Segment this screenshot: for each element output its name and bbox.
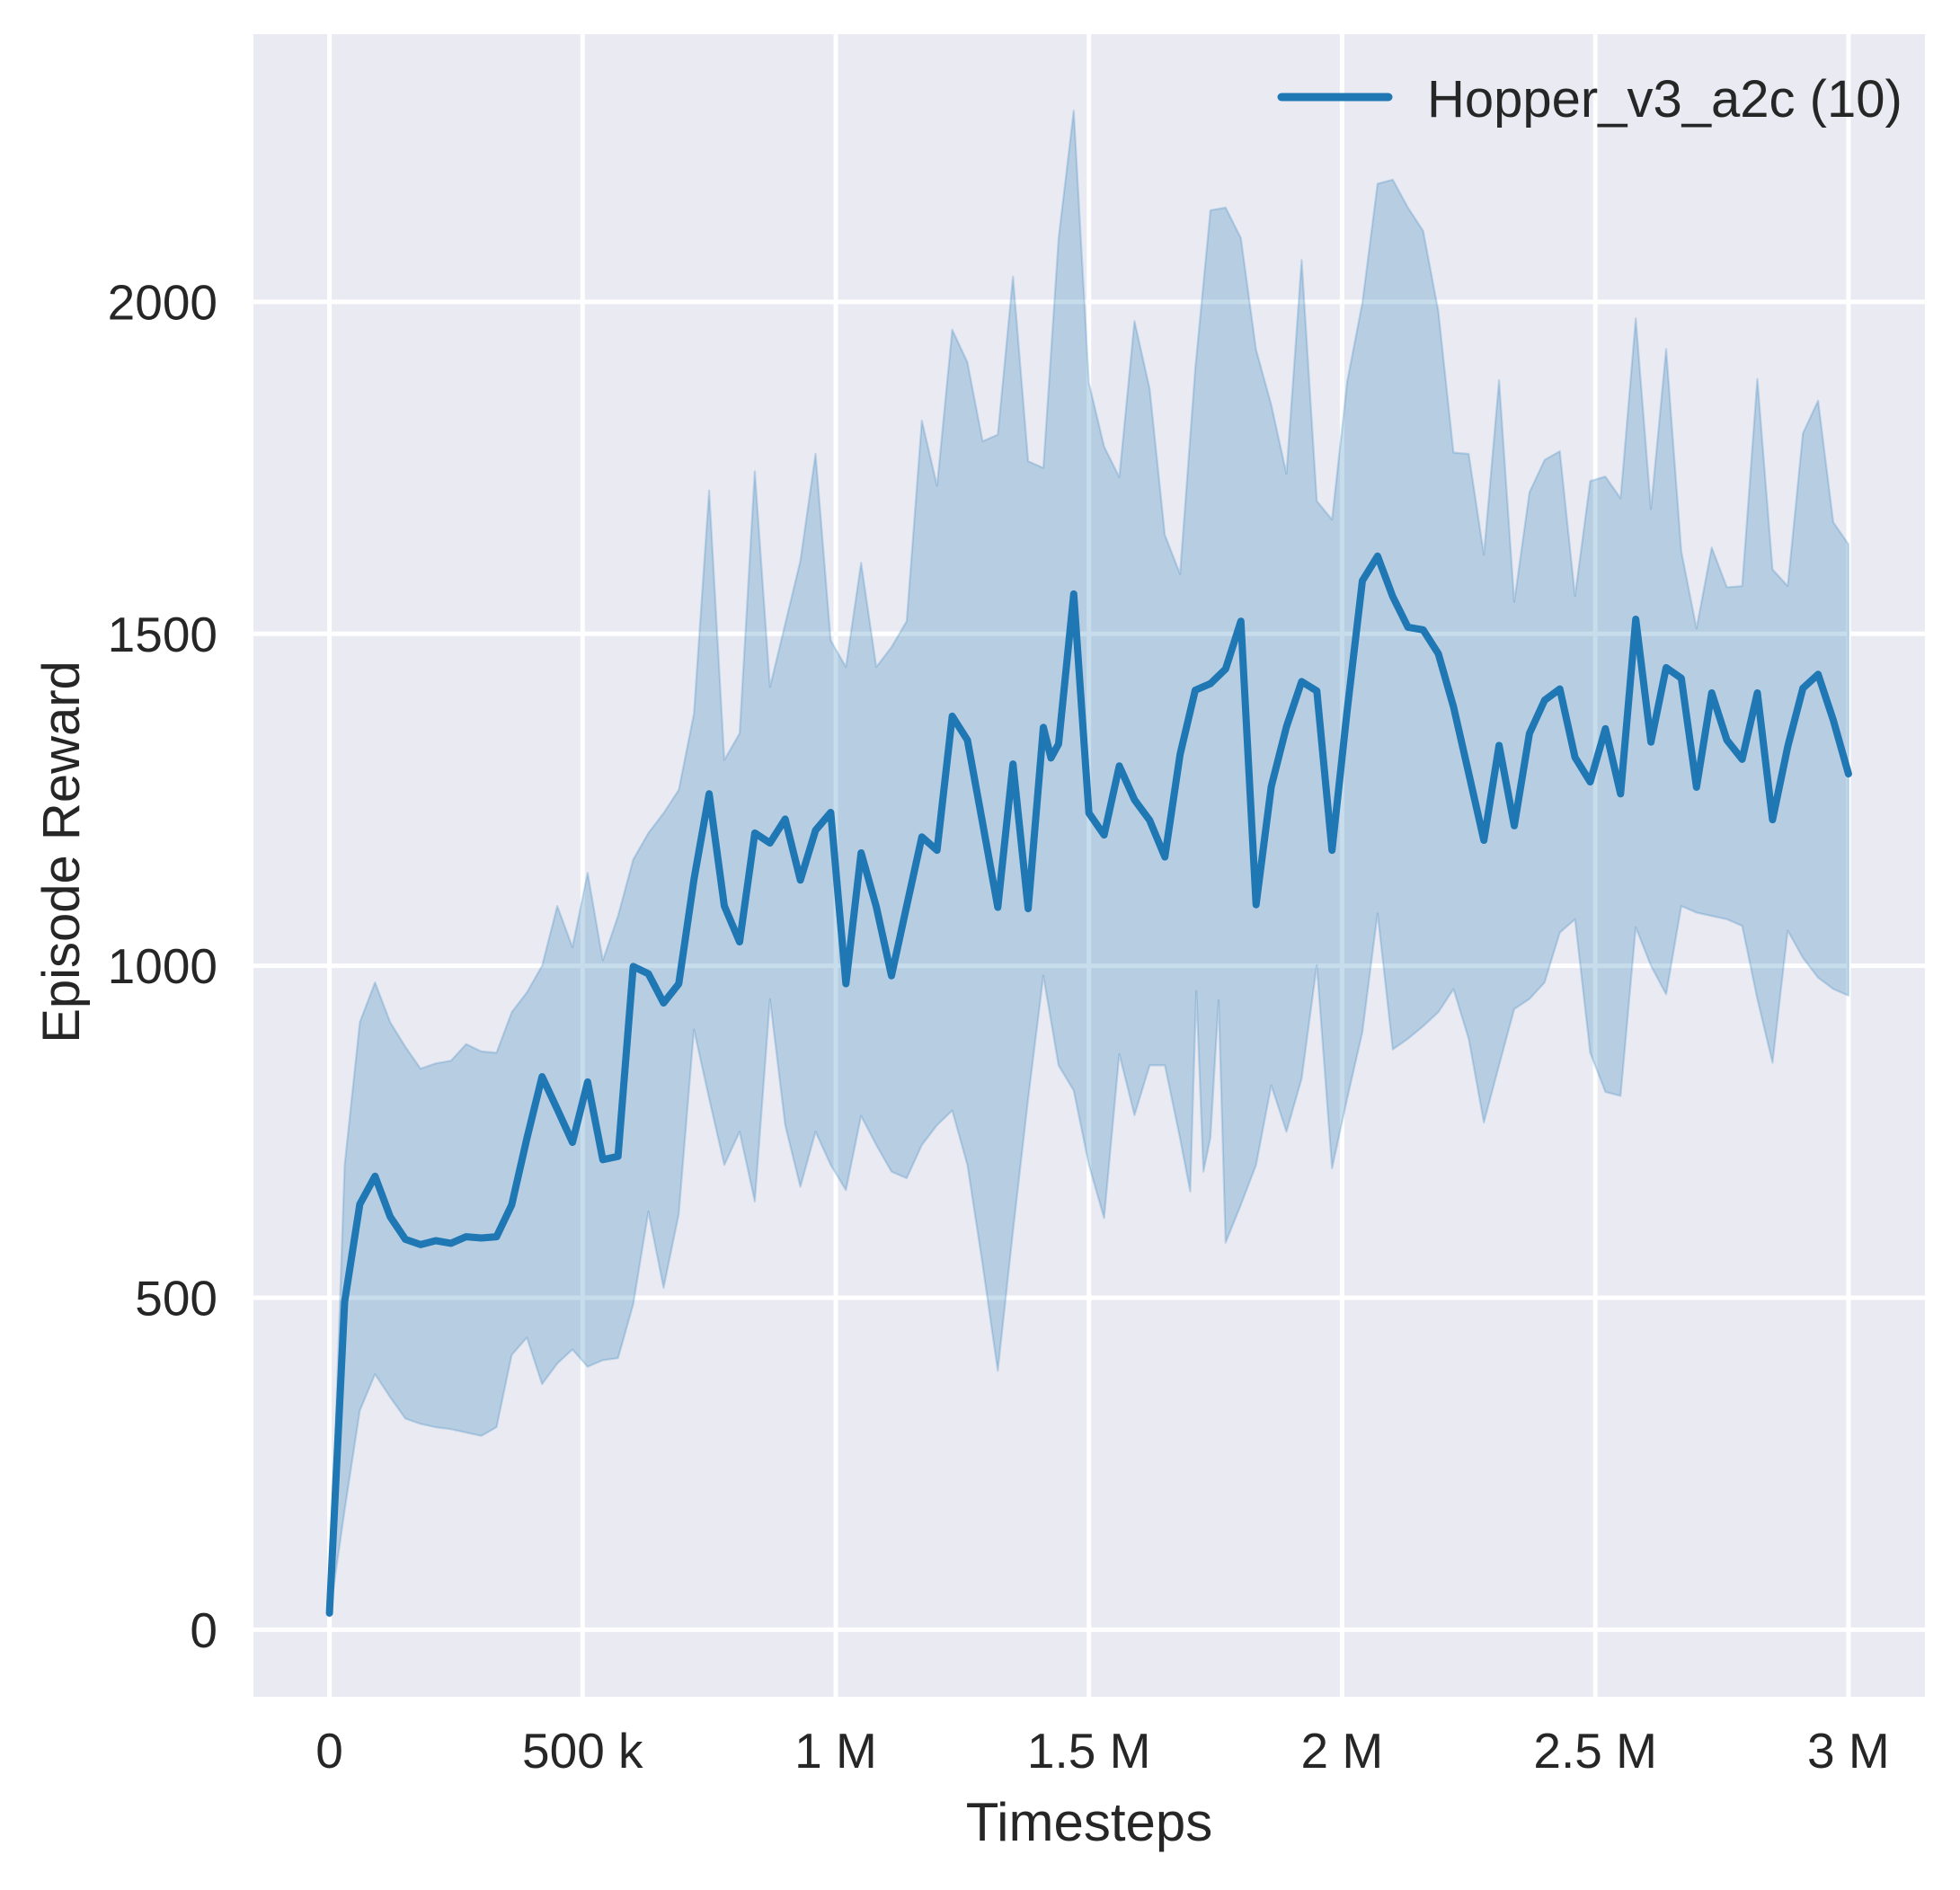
- svg-text:Hopper_v3_a2c (10): Hopper_v3_a2c (10): [1427, 70, 1902, 129]
- svg-text:1.5 M: 1.5 M: [1027, 1723, 1151, 1779]
- svg-text:1500: 1500: [108, 607, 217, 662]
- svg-text:500: 500: [135, 1271, 217, 1327]
- svg-text:0: 0: [315, 1723, 343, 1779]
- svg-text:2.5 M: 2.5 M: [1533, 1723, 1657, 1779]
- svg-text:1000: 1000: [108, 938, 217, 994]
- svg-text:Episode Reward: Episode Reward: [32, 661, 91, 1043]
- svg-text:1 M: 1 M: [794, 1723, 877, 1779]
- svg-text:0: 0: [190, 1602, 217, 1658]
- svg-text:Timesteps: Timesteps: [966, 1792, 1213, 1852]
- svg-text:2000: 2000: [108, 274, 217, 330]
- svg-text:3 M: 3 M: [1807, 1723, 1890, 1779]
- svg-text:2 M: 2 M: [1301, 1723, 1384, 1779]
- svg-text:500 k: 500 k: [522, 1723, 643, 1779]
